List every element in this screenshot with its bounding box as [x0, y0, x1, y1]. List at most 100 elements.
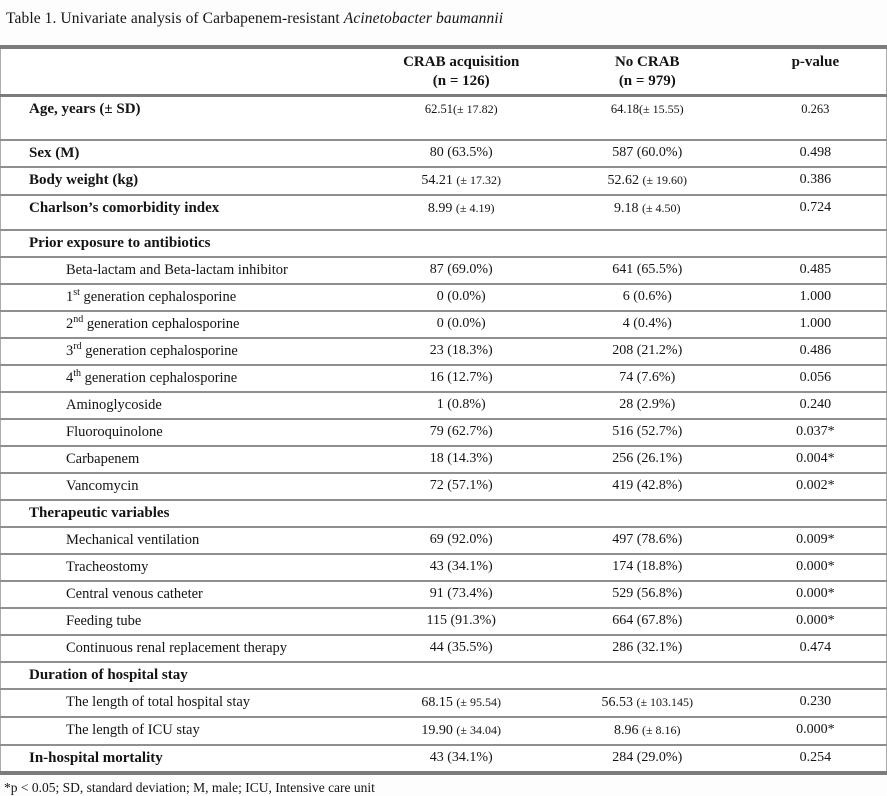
crab-value-cell [372, 230, 550, 258]
row-label: Beta-lactam and Beta-lactam inhibitor [0, 257, 373, 285]
row-label: Body weight (kg) [0, 167, 373, 196]
no-crab-value-cell: 28 (2.9%) [549, 392, 745, 420]
row-label: Fluoroquinolone [0, 419, 373, 447]
no-crab-value-cell: 6 (0.6%) [549, 284, 745, 312]
crab-value-cell: 72 (57.1%) [372, 473, 550, 501]
crab-value-cell: 62.51(± 17.82) [372, 95, 550, 141]
header-no-crab: No CRAB (n = 979) [549, 47, 745, 97]
row-label: The length of total hospital stay [0, 689, 373, 718]
p-value-cell: 0.009* [744, 527, 887, 555]
crab-value-cell: 68.15 (± 95.54) [372, 689, 550, 718]
crab-value-cell: 18 (14.3%) [372, 446, 550, 474]
crab-value-cell: 91 (73.4%) [372, 581, 550, 609]
row-label: Tracheostomy [0, 554, 373, 582]
p-value-cell [744, 662, 887, 690]
no-crab-value-cell: 208 (21.2%) [549, 338, 745, 366]
p-value-cell: 0.386 [744, 167, 887, 196]
no-crab-value-cell: 174 (18.8%) [549, 554, 745, 582]
row-label: Central venous catheter [0, 581, 373, 609]
no-crab-value-cell: 74 (7.6%) [549, 365, 745, 393]
crab-value-cell: 54.21 (± 17.32) [372, 167, 550, 196]
row-label: The length of ICU stay [0, 717, 373, 746]
p-value-cell: 0.037* [744, 419, 887, 447]
crab-value-cell: 115 (91.3%) [372, 608, 550, 636]
p-value-cell: 0.474 [744, 635, 887, 663]
header-crab-title: CRAB acquisition [403, 54, 520, 70]
no-crab-value-cell [549, 500, 745, 528]
p-value-cell: 0.004* [744, 446, 887, 474]
no-crab-value-cell [549, 662, 745, 690]
row-label: 2nd generation cephalosporine [0, 311, 373, 339]
no-crab-value-cell: 4 (0.4%) [549, 311, 745, 339]
header-crab-n: (n = 126) [432, 73, 490, 89]
no-crab-value-cell: 56.53 (± 103.145) [549, 689, 745, 718]
no-crab-value-cell: 284 (29.0%) [612, 750, 683, 765]
p-value-cell: 0.240 [744, 392, 887, 420]
header-crab-acquisition: CRAB acquisition (n = 126) [372, 47, 550, 97]
no-crab-value-cell: 664 (67.8%) [549, 608, 745, 636]
crab-value-cell: 69 (92.0%) [372, 527, 550, 555]
crab-value-cell: 43 (34.1%) [429, 750, 493, 765]
row-label: Therapeutic variables [0, 500, 373, 528]
row-label: Duration of hospital stay [0, 662, 373, 690]
crab-value-cell: 8.99 (± 4.19) [372, 195, 550, 231]
row-label: 3rd generation cephalosporine [0, 338, 373, 366]
row-label: 1st generation cephalosporine [0, 284, 373, 312]
table-row: Vancomycin 72 (57.1%) 419 (42.8%) 0.002* [0, 473, 887, 501]
p-value-cell: 0.254 [799, 750, 832, 765]
crab-value-cell: 1 (0.8%) [372, 392, 550, 420]
table-row: Prior exposure to antibiotics [0, 230, 887, 258]
crab-value-cell: 87 (69.0%) [372, 257, 550, 285]
table-row: Charlson’s comorbidity index 8.99 (± 4.1… [0, 195, 887, 231]
no-crab-value-cell: 8.96 (± 8.16) [549, 717, 745, 746]
table-row: Fluoroquinolone 79 (62.7%) 516 (52.7%) 0… [0, 419, 887, 447]
table-row: Age, years (± SD) 62.51(± 17.82) 64.18(±… [0, 95, 887, 141]
crab-value-cell: 16 (12.7%) [372, 365, 550, 393]
table-caption-text: Table 1. Univariate analysis of Carbapen… [6, 10, 344, 27]
header-no-crab-title: No CRAB [614, 54, 680, 70]
table-row: The length of total hospital stay 68.15 … [0, 689, 887, 718]
crab-value-cell [372, 500, 550, 528]
table-row: Duration of hospital stay [0, 662, 887, 690]
row-label: Carbapenem [0, 446, 373, 474]
crab-value-cell: 80 (63.5%) [372, 140, 550, 168]
table-row: The length of ICU stay 19.90 (± 34.04) 8… [0, 717, 887, 746]
table-row: Carbapenem 18 (14.3%) 256 (26.1%) 0.004* [0, 446, 887, 474]
row-label: Age, years (± SD) [0, 95, 373, 141]
row-label: 4th generation cephalosporine [0, 365, 373, 393]
table-header-row: CRAB acquisition (n = 126) No CRAB (n = … [0, 47, 887, 97]
row-label: Vancomycin [0, 473, 373, 501]
no-crab-value-cell: 529 (56.8%) [549, 581, 745, 609]
p-value-cell: 0.000* [744, 717, 887, 746]
no-crab-value-cell: 256 (26.1%) [549, 446, 745, 474]
table-body: Age, years (± SD) 62.51(± 17.82) 64.18(±… [0, 95, 887, 774]
univariate-analysis-table: CRAB acquisition (n = 126) No CRAB (n = … [0, 45, 887, 775]
row-label: Mechanical ventilation [0, 527, 373, 555]
crab-value-cell: 79 (62.7%) [372, 419, 550, 447]
no-crab-value-cell [549, 230, 745, 258]
p-value-cell: 0.002* [744, 473, 887, 501]
p-value-cell: 0.498 [744, 140, 887, 168]
table-row: Continuous renal replacement therapy 44 … [0, 635, 887, 663]
table-row: 2nd generation cephalosporine 0 (0.0%) 4… [0, 311, 887, 339]
p-value-cell [744, 500, 887, 528]
table-row: Aminoglycoside 1 (0.8%) 28 (2.9%) 0.240 [0, 392, 887, 420]
p-value-cell: 0.724 [744, 195, 887, 231]
crab-value-cell: 23 (18.3%) [372, 338, 550, 366]
row-label: Sex (M) [0, 140, 373, 168]
p-value-cell: 0.056 [744, 365, 887, 393]
table-header: CRAB acquisition (n = 126) No CRAB (n = … [0, 47, 887, 97]
table-row: 1st generation cephalosporine 0 (0.0%) 6… [0, 284, 887, 312]
p-value-cell: 1.000 [744, 284, 887, 312]
table-row: Body weight (kg) 54.21 (± 17.32) 52.62 (… [0, 167, 887, 196]
table-row: 3rd generation cephalosporine 23 (18.3%)… [0, 338, 887, 366]
no-crab-value-cell: 516 (52.7%) [549, 419, 745, 447]
row-label: Charlson’s comorbidity index [0, 195, 373, 231]
table-caption: Table 1. Univariate analysis of Carbapen… [0, 6, 887, 28]
table-footnote: *p < 0.05; SD, standard deviation; M, ma… [4, 780, 375, 795]
header-p-value-title: p-value [791, 54, 840, 70]
crab-value-cell: 0 (0.0%) [372, 284, 550, 312]
row-label: Continuous renal replacement therapy [0, 635, 373, 663]
no-crab-value-cell: 641 (65.5%) [549, 257, 745, 285]
